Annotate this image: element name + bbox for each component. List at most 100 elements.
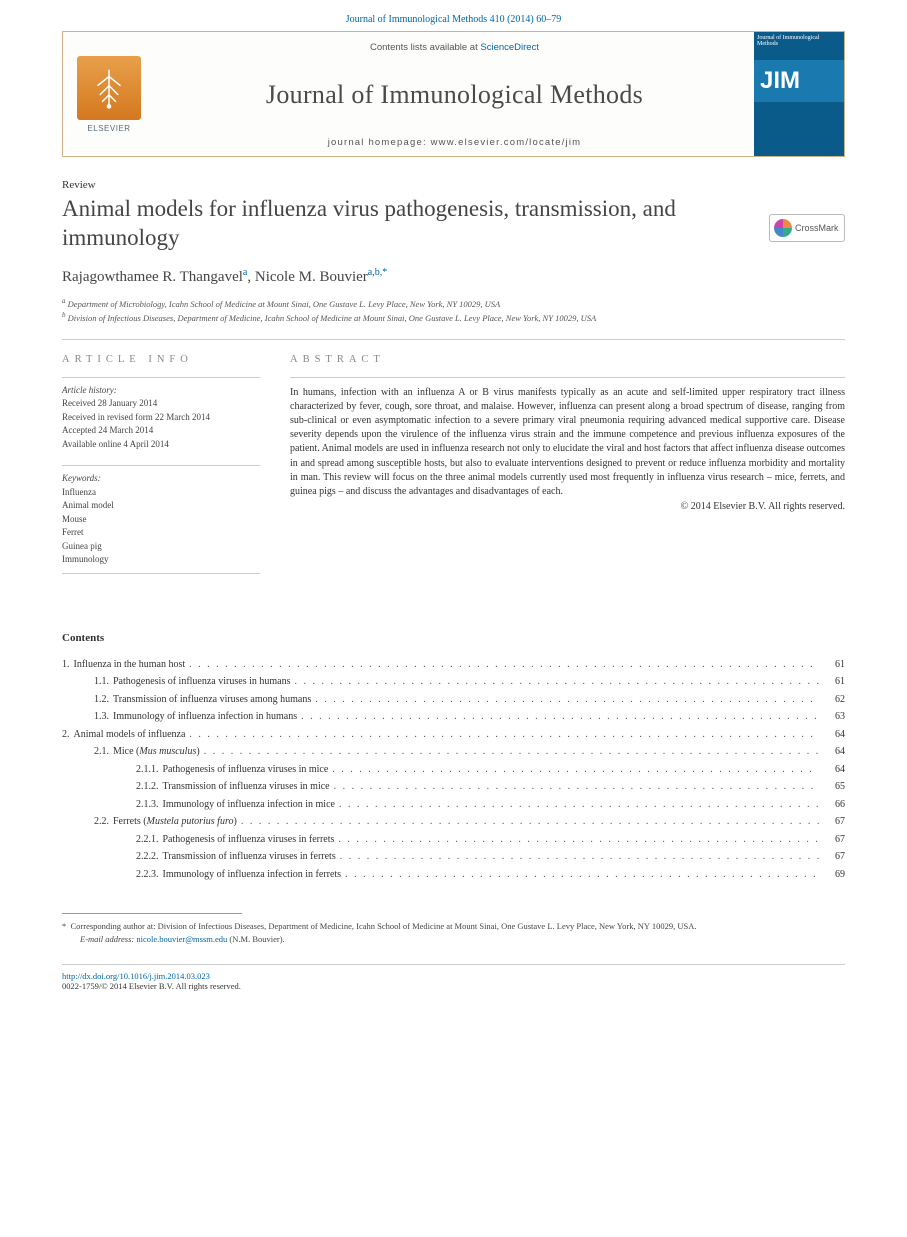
toc-page: 64 xyxy=(819,761,845,779)
toc-row[interactable]: 2.1.3.Immunology of influenza infection … xyxy=(62,796,845,814)
toc-page: 67 xyxy=(819,831,845,849)
divider xyxy=(62,339,845,340)
keyword: Immunology xyxy=(62,553,260,567)
contents-heading: Contents xyxy=(62,632,845,644)
contents-prefix: Contents lists available at xyxy=(370,42,480,53)
toc-page: 66 xyxy=(819,796,845,814)
toc-row[interactable]: 2.1.1.Pathogenesis of influenza viruses … xyxy=(62,761,845,779)
toc-leader xyxy=(200,743,819,761)
toc-leader xyxy=(311,691,819,709)
sciencedirect-link[interactable]: ScienceDirect xyxy=(480,42,539,53)
elsevier-tree-icon xyxy=(77,56,141,120)
article-type: Review xyxy=(62,179,845,191)
toc-page: 61 xyxy=(819,656,845,674)
toc-row[interactable]: 2.2.3.Immunology of influenza infection … xyxy=(62,866,845,884)
author-1-affil: a xyxy=(243,267,247,278)
author-1: Rajagowthamee R. Thangavel xyxy=(62,269,243,285)
corresponding-mark: * xyxy=(382,267,387,278)
toc-row[interactable]: 2.2.Ferrets (Mustela putorius furo)67 xyxy=(62,813,845,831)
header-center: Contents lists available at ScienceDirec… xyxy=(155,32,754,156)
keyword: Guinea pig xyxy=(62,540,260,554)
homepage-prefix: journal homepage: xyxy=(328,137,431,148)
elsevier-text: ELSEVIER xyxy=(87,124,130,133)
homepage-url[interactable]: www.elsevier.com/locate/jim xyxy=(431,137,582,148)
toc-title: Immunology of influenza infection in fer… xyxy=(159,866,342,884)
toc-title: Pathogenesis of influenza viruses in fer… xyxy=(159,831,335,849)
toc-page: 63 xyxy=(819,708,845,726)
toc-number: 2.2.3. xyxy=(136,866,159,884)
history-revised: Received in revised form 22 March 2014 xyxy=(62,411,260,425)
history-accepted: Accepted 24 March 2014 xyxy=(62,424,260,438)
toc-leader xyxy=(341,866,819,884)
abstract-text: In humans, infection with an influenza A… xyxy=(290,377,845,500)
article-title: Animal models for influenza virus pathog… xyxy=(62,195,722,253)
toc-title: Transmission of influenza viruses among … xyxy=(109,691,311,709)
email-label: E-mail address: xyxy=(80,934,134,944)
toc-title: Mice (Mus musculus) xyxy=(109,743,200,761)
toc-leader xyxy=(336,848,819,866)
toc-leader xyxy=(237,813,819,831)
history-online: Available online 4 April 2014 xyxy=(62,438,260,452)
cover-small-text: Journal of Immunological Methods xyxy=(754,32,844,60)
doi-link[interactable]: http://dx.doi.org/10.1016/j.jim.2014.03.… xyxy=(62,971,845,981)
toc-page: 62 xyxy=(819,691,845,709)
crossmark-label: CrossMark xyxy=(795,223,839,233)
toc-page: 61 xyxy=(819,673,845,691)
toc-number: 2. xyxy=(62,726,70,744)
affiliations: a Department of Microbiology, Icahn Scho… xyxy=(62,296,845,325)
toc-row[interactable]: 2.2.2.Transmission of influenza viruses … xyxy=(62,848,845,866)
author-2: Nicole M. Bouvier xyxy=(255,269,368,285)
toc-list: 1.Influenza in the human host 611.1.Patho… xyxy=(62,656,845,884)
footnote-corr-text: Corresponding author at: Division of Inf… xyxy=(71,921,697,931)
footnote-rule xyxy=(62,913,242,914)
running-citation: Journal of Immunological Methods 410 (20… xyxy=(0,0,907,31)
toc-row[interactable]: 1.2.Transmission of influenza viruses am… xyxy=(62,691,845,709)
toc-title: Transmission of influenza viruses in fer… xyxy=(159,848,336,866)
toc-title: Transmission of influenza viruses in mic… xyxy=(159,778,330,796)
toc-title: Influenza in the human host xyxy=(70,656,186,674)
keyword: Ferret xyxy=(62,526,260,540)
toc-number: 1.2. xyxy=(94,691,109,709)
toc-number: 2.2. xyxy=(94,813,109,831)
toc-number: 1. xyxy=(62,656,70,674)
author-list: Rajagowthamee R. Thangavela, Nicole M. B… xyxy=(62,267,845,286)
crossmark-icon xyxy=(774,219,792,237)
toc-number: 1.3. xyxy=(94,708,109,726)
toc-row[interactable]: 1.3.Immunology of influenza infection in… xyxy=(62,708,845,726)
toc-page: 64 xyxy=(819,726,845,744)
footnote-corr-mark: * xyxy=(62,921,66,931)
toc-leader xyxy=(297,708,819,726)
journal-header: ELSEVIER Contents lists available at Sci… xyxy=(62,31,845,157)
toc-number: 2.1.3. xyxy=(136,796,159,814)
affil-a: Department of Microbiology, Icahn School… xyxy=(68,298,501,308)
homepage-line: journal homepage: www.elsevier.com/locat… xyxy=(328,137,582,148)
journal-name: Journal of Immunological Methods xyxy=(266,80,643,110)
toc-row[interactable]: 1.Influenza in the human host 61 xyxy=(62,656,845,674)
toc-number: 2.2.1. xyxy=(136,831,159,849)
article-info-column: ARTICLE INFO Article history: Received 2… xyxy=(62,354,260,574)
crossmark-badge[interactable]: CrossMark xyxy=(769,214,845,242)
toc-number: 2.2.2. xyxy=(136,848,159,866)
email-attr: (N.M. Bouvier). xyxy=(229,934,284,944)
keyword: Mouse xyxy=(62,513,260,527)
toc-row[interactable]: 2.Animal models of influenza64 xyxy=(62,726,845,744)
bottom-block: http://dx.doi.org/10.1016/j.jim.2014.03.… xyxy=(62,964,845,991)
toc-page: 69 xyxy=(819,866,845,884)
toc-row[interactable]: 1.1.Pathogenesis of influenza viruses in… xyxy=(62,673,845,691)
toc-row[interactable]: 2.2.1.Pathogenesis of influenza viruses … xyxy=(62,831,845,849)
issn-copyright: 0022-1759/© 2014 Elsevier B.V. All right… xyxy=(62,981,845,991)
contents-available-line: Contents lists available at ScienceDirec… xyxy=(370,42,539,53)
toc-title: Ferrets (Mustela putorius furo) xyxy=(109,813,237,831)
toc-number: 2.1.2. xyxy=(136,778,159,796)
keyword: Animal model xyxy=(62,499,260,513)
affil-b: Division of Infectious Diseases, Departm… xyxy=(68,313,597,323)
toc-number: 2.1.1. xyxy=(136,761,159,779)
toc-row[interactable]: 2.1.Mice (Mus musculus)64 xyxy=(62,743,845,761)
toc-row[interactable]: 2.1.2.Transmission of influenza viruses … xyxy=(62,778,845,796)
toc-leader xyxy=(185,656,819,674)
toc-page: 65 xyxy=(819,778,845,796)
footnotes: * Corresponding author at: Division of I… xyxy=(62,920,845,946)
info-abstract-row: ARTICLE INFO Article history: Received 2… xyxy=(62,354,845,574)
email-link[interactable]: nicole.bouvier@mssm.edu xyxy=(136,934,227,944)
history-label: Article history: xyxy=(62,384,260,398)
